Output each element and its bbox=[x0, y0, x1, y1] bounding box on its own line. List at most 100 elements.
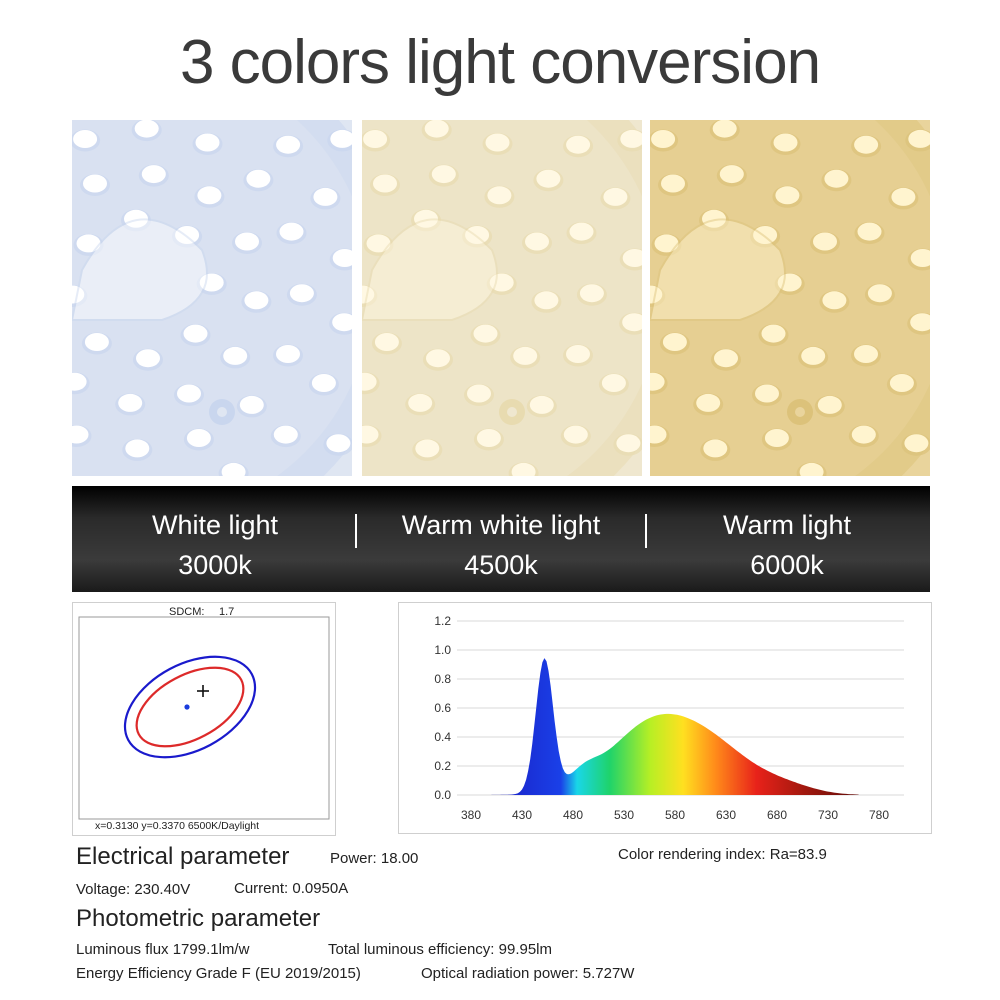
led-bead bbox=[362, 285, 375, 304]
led-bead bbox=[662, 333, 687, 351]
led-bead bbox=[362, 372, 377, 391]
x-tick-label: 680 bbox=[767, 808, 787, 822]
led-bead bbox=[73, 130, 98, 148]
led-bead bbox=[714, 349, 738, 368]
plot-frame bbox=[78, 616, 330, 820]
led-bead bbox=[408, 393, 433, 412]
led-bead bbox=[712, 120, 737, 138]
module-plate-inner bbox=[362, 120, 642, 476]
led-bead bbox=[175, 226, 200, 244]
led-bead bbox=[536, 169, 561, 188]
led-bead bbox=[622, 249, 642, 267]
led-bead bbox=[76, 234, 101, 253]
total-efficiency-value: Total luminous efficiency: 99.95lm bbox=[328, 941, 553, 958]
led-bead bbox=[223, 346, 248, 365]
mode-warm-white-light: Warm white light 4500k bbox=[358, 486, 644, 592]
y-tick-label: 0.4 bbox=[434, 730, 451, 744]
led-bead bbox=[529, 395, 554, 414]
led-bead bbox=[244, 291, 269, 310]
led-bead bbox=[654, 234, 679, 253]
led-bead bbox=[125, 439, 150, 458]
led-bead bbox=[775, 186, 800, 205]
led-module-image bbox=[362, 120, 642, 476]
led-bead bbox=[273, 425, 298, 444]
led-bead bbox=[118, 393, 143, 412]
led-bead bbox=[332, 249, 352, 267]
driver-cover bbox=[72, 218, 208, 321]
y-tick-label: 0.0 bbox=[434, 788, 451, 802]
mode-white-light: White light 3000k bbox=[72, 486, 358, 592]
x-tick-label: 480 bbox=[563, 808, 583, 822]
led-module-image bbox=[650, 120, 930, 476]
led-bead bbox=[650, 285, 663, 304]
current-value: Current: 0.0950A bbox=[234, 880, 349, 897]
divider bbox=[355, 514, 357, 548]
spectral-distribution-plot: 0.0 0.2 0.4 0.6 0.8 1.0 1.2 380 430 480 530 580 630… bbox=[434, 614, 904, 822]
led-bead bbox=[330, 129, 352, 148]
mode-warm-light: Warm light 6000k bbox=[644, 486, 930, 592]
led-bead bbox=[566, 345, 590, 363]
y-tick-label: 0.8 bbox=[434, 672, 451, 686]
led-bead bbox=[651, 130, 676, 148]
chromaticity-plot: SDCM: 1.7 x=0.3130 y=0.3370 6500K/Daylig… bbox=[78, 606, 330, 832]
led-bead bbox=[373, 174, 397, 193]
energy-grade-value: Energy Efficiency Grade F (EU 2019/2015) bbox=[76, 965, 361, 982]
spectrum-curve bbox=[491, 658, 859, 795]
measured-point bbox=[184, 704, 190, 710]
led-bead bbox=[661, 174, 685, 193]
led-bead bbox=[534, 291, 559, 310]
led-bead bbox=[719, 165, 744, 184]
magnet-mount-core bbox=[217, 407, 227, 417]
led-bead bbox=[801, 346, 826, 365]
y-tick-label: 1.0 bbox=[434, 643, 451, 657]
led-bead bbox=[276, 345, 300, 363]
led-bead bbox=[764, 429, 789, 447]
led-bead bbox=[473, 324, 498, 343]
led-bead bbox=[246, 169, 271, 188]
led-bead bbox=[487, 186, 512, 205]
led-bead bbox=[755, 384, 779, 403]
led-bead bbox=[415, 439, 440, 458]
led-bead bbox=[366, 234, 391, 253]
magnet-mount-core bbox=[507, 407, 517, 417]
led-bead bbox=[566, 135, 591, 154]
module-plate-inner bbox=[72, 120, 352, 476]
led-bead bbox=[851, 425, 876, 444]
led-bead bbox=[362, 425, 379, 444]
led-bead bbox=[289, 284, 314, 303]
color-rendering-index: Color rendering index: Ra=83.9 bbox=[618, 846, 827, 863]
voltage-value: Voltage: 230.40V bbox=[76, 881, 191, 898]
led-bead bbox=[904, 434, 929, 453]
driver-cover bbox=[362, 218, 498, 321]
led-bead bbox=[569, 222, 594, 241]
mode-name: White light bbox=[151, 510, 279, 540]
led-bead bbox=[854, 345, 878, 363]
led-photo-warm-white-light bbox=[362, 120, 642, 476]
led-bead bbox=[311, 374, 336, 392]
x-tick-label: 780 bbox=[869, 808, 889, 822]
led-bead bbox=[134, 120, 159, 138]
led-bead bbox=[857, 222, 882, 241]
mode-kelvin: 6000k bbox=[750, 550, 824, 580]
led-bead bbox=[817, 395, 842, 414]
led-bead bbox=[703, 439, 728, 458]
led-bead bbox=[824, 169, 849, 188]
led-bead bbox=[84, 333, 109, 351]
led-bead bbox=[136, 349, 160, 368]
x-tick-label: 730 bbox=[818, 808, 838, 822]
led-bead bbox=[313, 187, 338, 206]
led-bead bbox=[579, 284, 604, 303]
divider bbox=[645, 514, 647, 548]
x-tick-label: 530 bbox=[614, 808, 634, 822]
led-bead bbox=[72, 425, 89, 444]
sdcm-label: SDCM: bbox=[169, 606, 204, 618]
tolerance-ellipse-outer bbox=[123, 655, 257, 759]
electrical-heading: Electrical parameter bbox=[76, 843, 290, 870]
sdcm-value: 1.7 bbox=[219, 606, 234, 618]
led-bead bbox=[332, 313, 352, 332]
led-bead bbox=[141, 165, 166, 184]
y-tick-label: 0.2 bbox=[434, 759, 451, 773]
led-bead bbox=[822, 291, 847, 310]
led-bead bbox=[650, 425, 667, 444]
module-plate-inner bbox=[650, 120, 930, 476]
